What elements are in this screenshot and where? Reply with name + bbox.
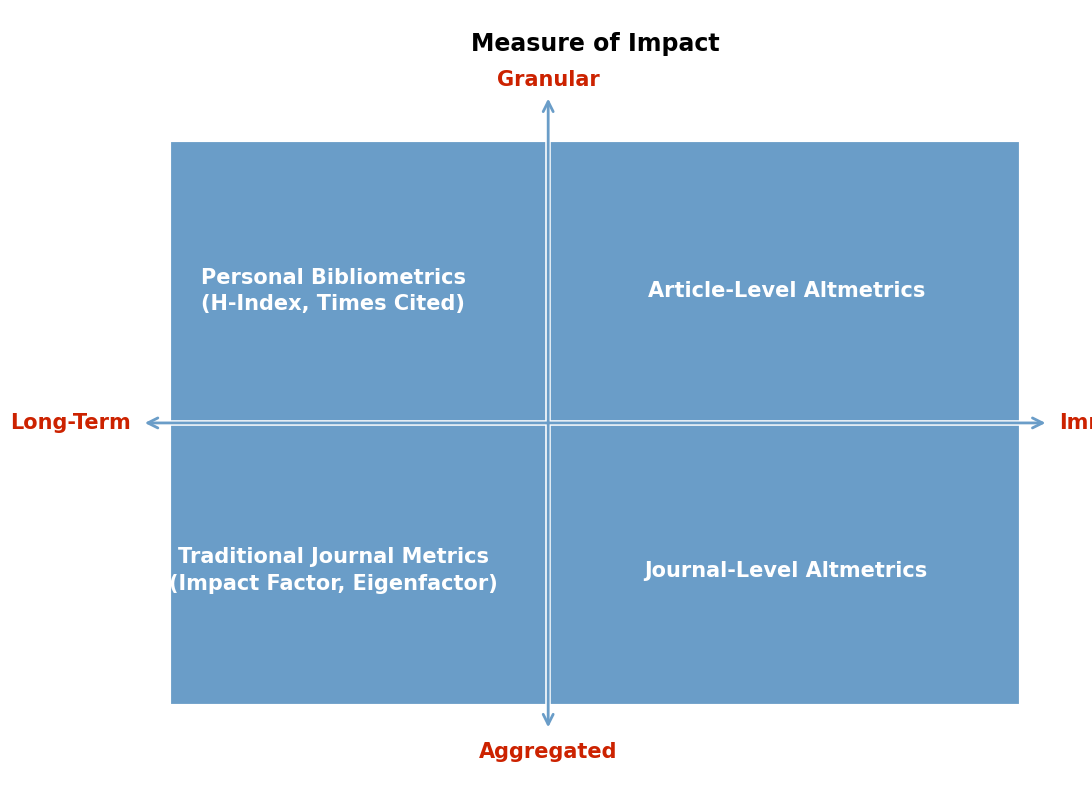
Bar <box>169 423 548 706</box>
Bar <box>548 140 1021 423</box>
Text: Traditional Journal Metrics
(Impact Factor, Eigenfactor): Traditional Journal Metrics (Impact Fact… <box>168 547 498 594</box>
Text: Measure of Impact: Measure of Impact <box>471 32 720 56</box>
Text: Personal Bibliometrics
(H-Index, Times Cited): Personal Bibliometrics (H-Index, Times C… <box>201 268 465 314</box>
Text: Granular: Granular <box>497 70 600 90</box>
Bar <box>169 140 548 423</box>
Text: Immediate: Immediate <box>1059 413 1092 433</box>
Text: Article-Level Altmetrics: Article-Level Altmetrics <box>648 281 925 302</box>
FancyArrowPatch shape <box>543 101 554 725</box>
Text: Journal-Level Altmetrics: Journal-Level Altmetrics <box>644 560 928 581</box>
Text: Aggregated: Aggregated <box>479 742 617 762</box>
Bar <box>548 423 1021 706</box>
FancyArrowPatch shape <box>147 418 1043 428</box>
Text: Long-Term: Long-Term <box>10 413 131 433</box>
